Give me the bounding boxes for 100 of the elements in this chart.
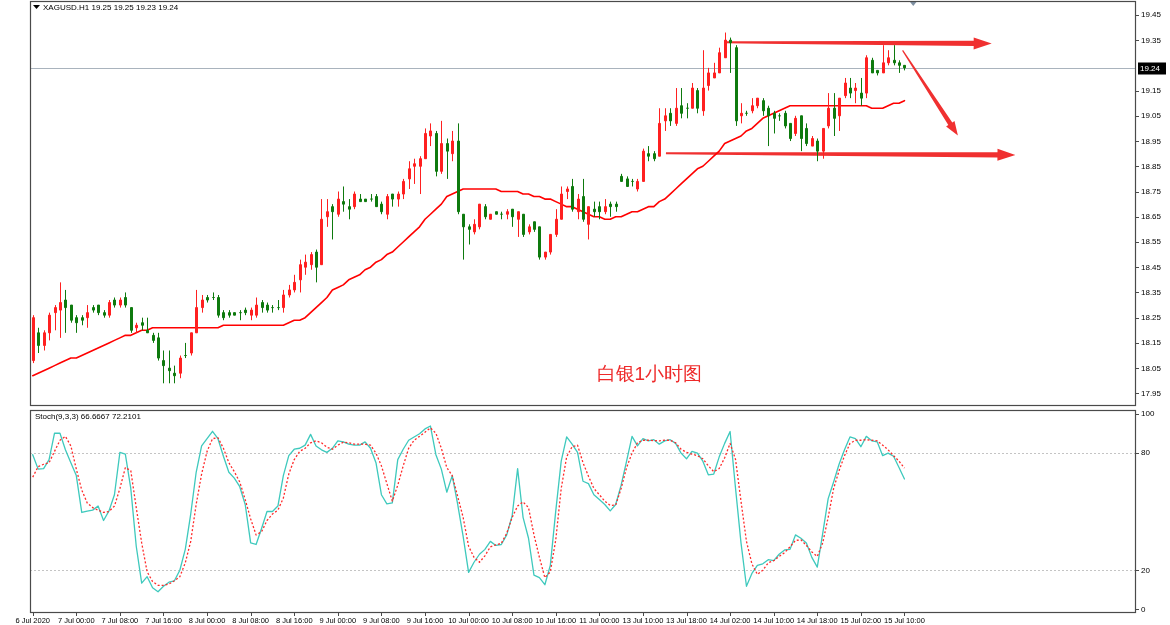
- candlestick: [255, 297, 258, 319]
- candlestick: [598, 201, 601, 220]
- y-tick-label: 0: [1141, 604, 1146, 614]
- y-tick-label: 18.95: [1141, 136, 1162, 146]
- candlestick: [468, 223, 471, 245]
- candlestick: [707, 67, 710, 92]
- candlestick: [162, 349, 165, 384]
- candlestick: [97, 304, 100, 316]
- chart-title: XAGUSD.H1 19.25 19.25 19.23 19.24: [43, 3, 179, 12]
- candlestick: [511, 208, 514, 228]
- candlestick: [647, 145, 650, 162]
- candlestick: [168, 349, 171, 384]
- candlestick: [604, 198, 607, 215]
- chart-title: Stoch(9,3,3) 66.6667 72.2101: [35, 412, 142, 421]
- candlestick: [250, 307, 253, 321]
- candlestick: [517, 211, 520, 238]
- candlestick: [696, 87, 699, 114]
- candlestick: [157, 332, 160, 362]
- candlestick: [860, 77, 863, 107]
- candlestick: [141, 317, 144, 331]
- candlestick: [626, 175, 629, 187]
- candlestick: [571, 178, 574, 213]
- candlestick: [865, 54, 868, 99]
- y-tick-label: 18.15: [1141, 338, 1162, 348]
- candlestick: [304, 254, 307, 276]
- candlestick: [320, 198, 323, 266]
- candlestick: [740, 102, 743, 124]
- candlestick: [206, 294, 209, 304]
- candlestick: [702, 49, 705, 117]
- candlestick: [528, 223, 531, 235]
- candlestick: [419, 155, 422, 195]
- candlestick: [391, 193, 394, 208]
- candlestick: [402, 178, 405, 200]
- candlestick: [429, 122, 432, 147]
- candlestick: [549, 233, 552, 256]
- candlestick: [152, 332, 155, 344]
- candlestick: [195, 289, 198, 334]
- candlestick: [408, 160, 411, 190]
- y-tick-label: 20: [1141, 565, 1151, 575]
- candlestick: [353, 191, 356, 210]
- candlestick: [718, 47, 721, 74]
- candlestick: [767, 105, 770, 147]
- y-tick-label: 19.35: [1141, 35, 1162, 45]
- candlestick: [664, 107, 667, 132]
- candlestick: [724, 32, 727, 59]
- y-tick-label: 18.35: [1141, 287, 1162, 297]
- candlestick: [70, 304, 73, 324]
- candlestick: [784, 110, 787, 129]
- candlestick: [359, 193, 362, 203]
- candlestick: [609, 201, 612, 218]
- candlestick: [364, 198, 367, 203]
- candlestick: [43, 329, 46, 351]
- candlestick: [348, 198, 351, 220]
- candlestick: [893, 44, 896, 66]
- candlestick: [794, 115, 797, 137]
- candlestick: [244, 307, 247, 316]
- candlestick: [342, 185, 345, 213]
- candlestick: [669, 107, 672, 127]
- y-tick-label: 18.65: [1141, 212, 1162, 222]
- candlestick: [816, 138, 819, 162]
- candlestick: [484, 203, 487, 220]
- y-tick-label: 100: [1141, 409, 1155, 419]
- candlestick: [282, 289, 285, 314]
- candlestick: [555, 208, 558, 238]
- candlestick: [233, 312, 236, 316]
- candlestick: [903, 64, 906, 71]
- candlestick: [108, 299, 111, 319]
- y-tick-label: 18.25: [1141, 313, 1162, 323]
- candlestick: [822, 127, 825, 160]
- candlestick: [124, 291, 127, 309]
- candlestick: [228, 309, 231, 319]
- candlestick: [658, 107, 661, 157]
- candlestick: [533, 221, 536, 233]
- candlestick: [375, 193, 378, 208]
- candlestick: [201, 294, 204, 314]
- candlestick: [691, 82, 694, 109]
- candlestick: [446, 138, 449, 180]
- candlestick: [86, 304, 89, 329]
- candlestick: [37, 327, 40, 354]
- candlestick: [299, 259, 302, 293]
- y-tick-label: 80: [1141, 448, 1151, 458]
- candlestick: [833, 92, 836, 137]
- candlestick: [135, 322, 138, 334]
- candlestick: [544, 251, 547, 261]
- candlestick: [397, 191, 400, 208]
- candlestick: [898, 59, 901, 74]
- candlestick: [413, 158, 416, 185]
- candlestick: [113, 297, 116, 309]
- candlestick: [773, 110, 776, 134]
- y-tick-label: 19.15: [1141, 86, 1162, 96]
- candlestick: [615, 201, 618, 213]
- y-tick-label: 17.95: [1141, 388, 1162, 398]
- y-tick-label: 18.85: [1141, 161, 1162, 171]
- candlestick: [560, 185, 563, 220]
- candlestick: [331, 203, 334, 240]
- candlestick: [190, 332, 193, 357]
- candlestick: [854, 82, 857, 104]
- candlestick: [288, 284, 291, 298]
- candlestick: [380, 201, 383, 215]
- candlestick: [48, 312, 51, 341]
